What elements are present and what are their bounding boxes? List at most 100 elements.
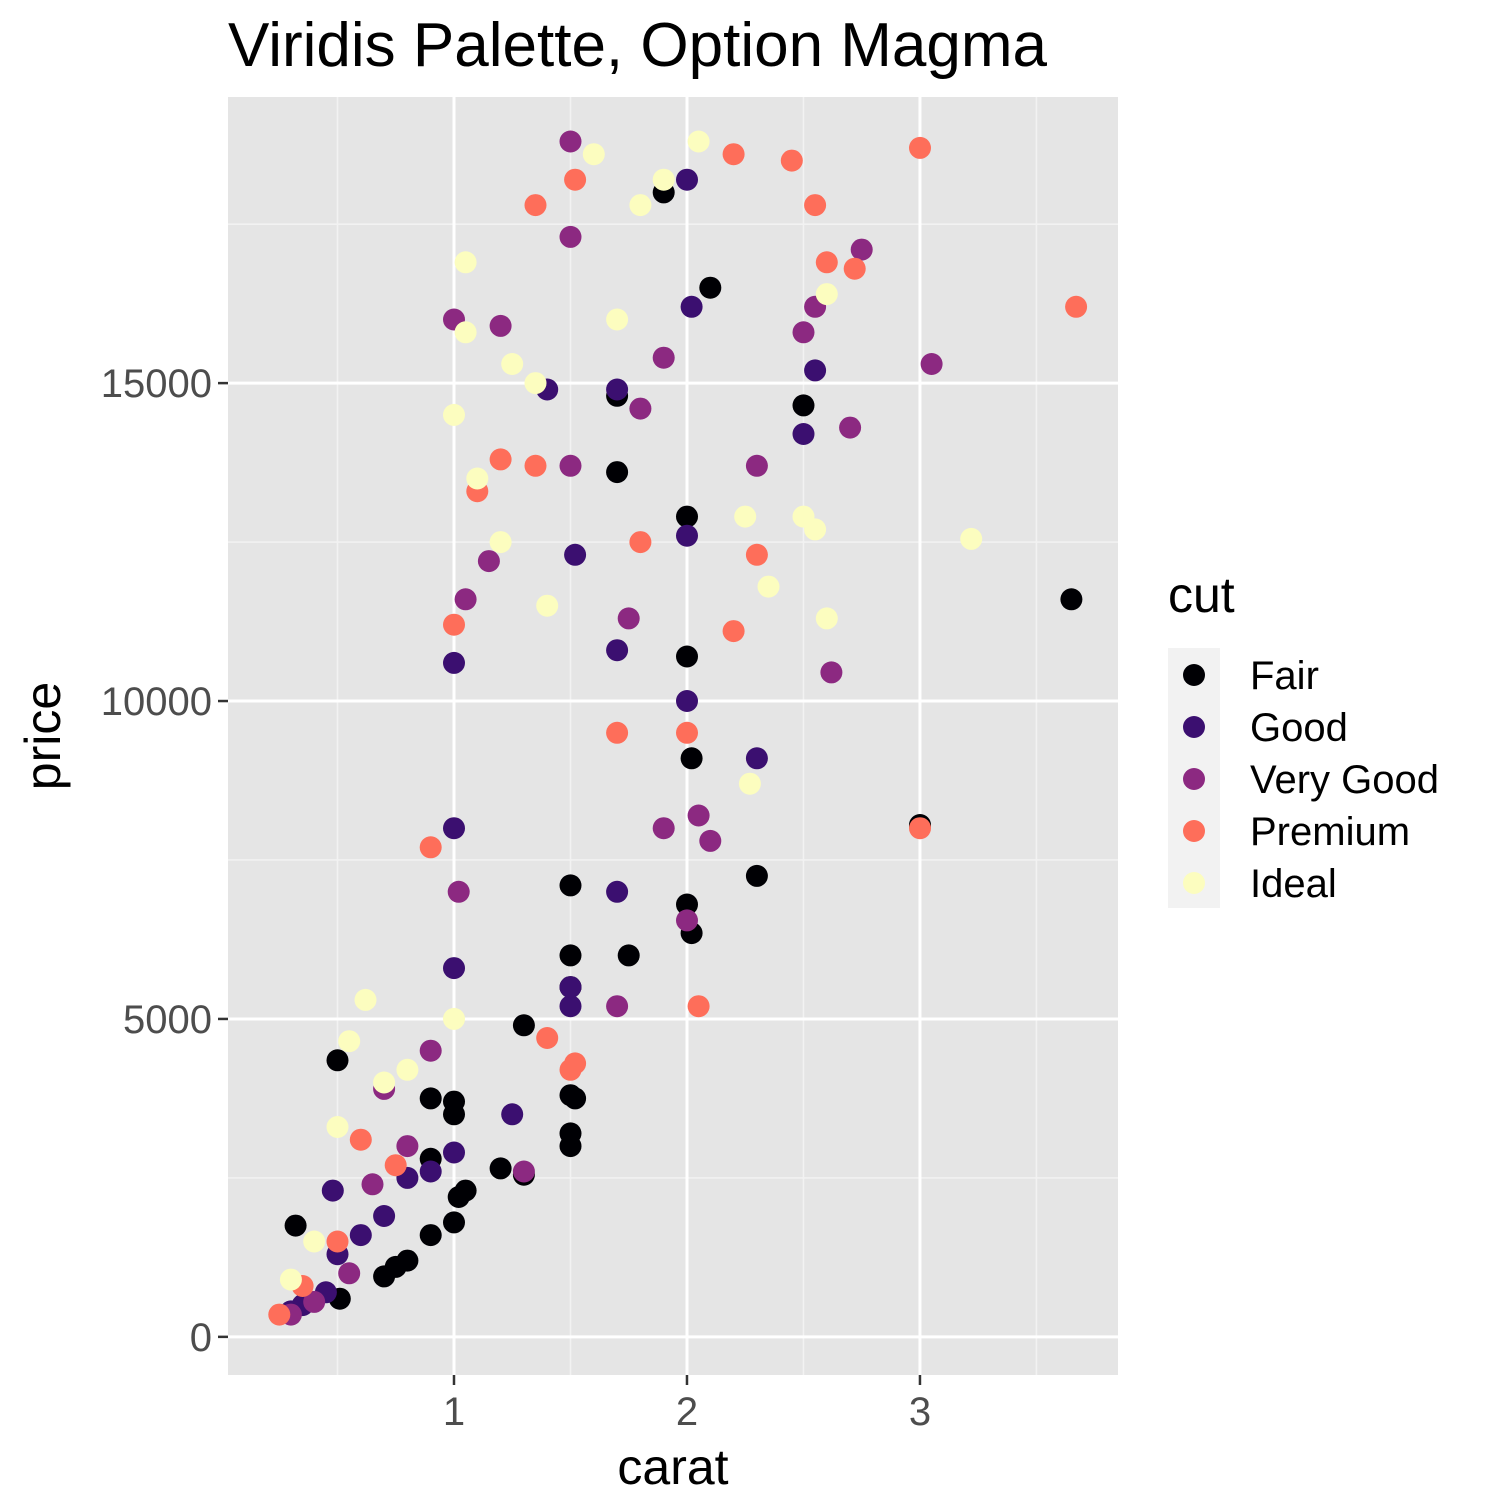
data-point: [676, 524, 698, 547]
data-point: [606, 721, 629, 744]
data-point: [629, 531, 652, 554]
data-point: [564, 1087, 587, 1110]
legend-label: Premium: [1250, 810, 1410, 854]
legend-key: [1183, 716, 1205, 738]
data-point: [617, 944, 640, 967]
data-point: [804, 359, 827, 382]
data-point: [815, 251, 838, 274]
data-point: [652, 168, 675, 191]
data-point: [443, 403, 465, 426]
data-point: [676, 893, 698, 916]
data-point: [454, 1179, 477, 1202]
data-point: [396, 1058, 419, 1081]
data-point: [960, 527, 983, 550]
data-point: [722, 620, 745, 643]
data-point: [559, 874, 582, 897]
legend-key: [1183, 872, 1205, 894]
data-point: [524, 454, 547, 477]
y-axis-title: price: [15, 682, 71, 790]
legend: cut Fair Good Very Good Premium Ideal: [1168, 567, 1439, 908]
data-point: [629, 397, 652, 420]
y-axis: 0 5000 10000 15000: [101, 362, 228, 1360]
data-point: [722, 143, 745, 166]
data-point: [443, 1090, 465, 1113]
data-point: [536, 594, 559, 617]
data-point: [321, 1179, 344, 1202]
data-point: [361, 1173, 384, 1196]
data-points: [268, 130, 1088, 1326]
data-point: [606, 639, 629, 662]
data-point: [564, 1052, 587, 1075]
data-point: [680, 295, 703, 318]
data-point: [524, 372, 547, 395]
data-point: [745, 864, 768, 887]
data-point: [629, 194, 652, 217]
data-point: [582, 143, 605, 166]
data-point: [477, 550, 500, 573]
data-point: [303, 1230, 326, 1253]
data-point: [326, 1230, 349, 1253]
data-point: [559, 995, 582, 1018]
data-point: [745, 747, 768, 770]
data-point: [850, 238, 873, 261]
data-point: [734, 505, 757, 528]
data-point: [443, 651, 465, 674]
data-point: [396, 1135, 419, 1158]
data-point: [396, 1249, 419, 1272]
data-point: [268, 1303, 291, 1326]
data-point: [780, 149, 803, 172]
data-point: [564, 543, 587, 566]
legend-label: Very Good: [1250, 758, 1439, 802]
legend-key: [1183, 768, 1205, 790]
data-point: [489, 531, 512, 554]
legend-label: Fair: [1250, 654, 1319, 698]
data-point: [338, 1030, 361, 1053]
data-point: [687, 804, 710, 827]
legend-label: Good: [1250, 706, 1348, 750]
data-point: [843, 257, 866, 280]
data-point: [419, 1224, 442, 1247]
data-point: [676, 690, 698, 712]
data-point: [373, 1205, 396, 1227]
data-point: [680, 747, 703, 770]
y-tick-label: 10000: [101, 680, 212, 724]
x-tick-label: 3: [909, 1390, 931, 1434]
data-point: [489, 448, 512, 471]
data-point: [419, 836, 442, 859]
data-point: [652, 817, 675, 840]
data-point: [447, 880, 470, 903]
data-point: [606, 461, 629, 484]
data-point: [909, 817, 931, 840]
data-point: [676, 645, 698, 668]
x-tick-label: 1: [443, 1390, 465, 1434]
data-point: [699, 829, 722, 852]
data-point: [466, 467, 489, 490]
data-point: [920, 353, 943, 375]
data-point: [606, 308, 629, 331]
x-tick-label: 2: [676, 1390, 698, 1434]
data-point: [687, 995, 710, 1018]
data-point: [559, 225, 582, 248]
data-point: [1065, 295, 1088, 318]
chart-title: Viridis Palette, Option Magma: [228, 11, 1048, 80]
plot-panel: [228, 97, 1118, 1375]
data-point: [676, 909, 698, 932]
data-point: [512, 1160, 535, 1183]
data-point: [443, 1141, 465, 1164]
data-point: [419, 1039, 442, 1062]
data-point: [559, 130, 582, 153]
legend-title: cut: [1168, 567, 1235, 623]
data-point: [524, 194, 547, 217]
legend-key: [1183, 664, 1205, 686]
data-point: [606, 378, 629, 401]
data-point: [745, 543, 768, 566]
data-point: [792, 423, 815, 445]
x-axis: 1 2 3: [443, 1375, 931, 1434]
data-point: [815, 283, 838, 306]
data-point: [792, 394, 815, 417]
data-point: [606, 995, 629, 1018]
data-point: [443, 957, 465, 980]
data-point: [652, 346, 675, 369]
data-point: [699, 276, 722, 299]
